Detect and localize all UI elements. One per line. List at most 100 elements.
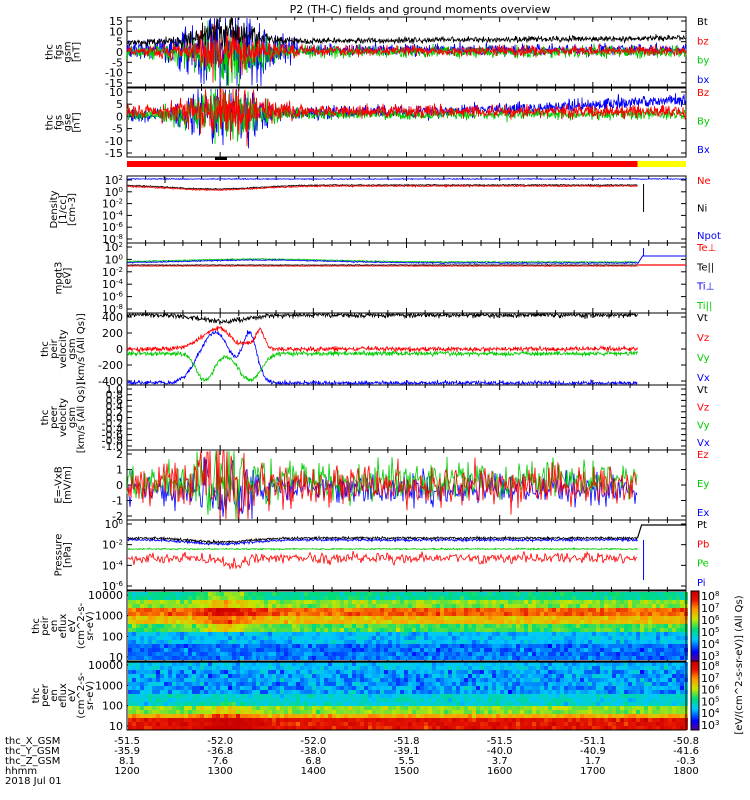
spectrogram-cell: [344, 722, 348, 726]
spectrogram-cell: [480, 640, 484, 644]
spectrogram-cell: [668, 600, 672, 604]
spectrogram-cell: [260, 694, 264, 698]
spectrogram-cell: [272, 678, 276, 682]
spectrogram-cell: [192, 702, 196, 706]
spectrogram-cell: [268, 632, 272, 636]
spectrogram-cell: [320, 608, 324, 612]
spectrogram-cell: [456, 690, 460, 694]
spectrogram-cell: [480, 726, 484, 730]
spectrogram-cell: [524, 682, 528, 686]
spectrogram-cell: [392, 636, 396, 640]
spectrogram-cell: [396, 608, 400, 612]
panel-frame: [126, 384, 687, 451]
spectrogram-cell: [676, 644, 680, 648]
legend-ey: Ey: [697, 479, 709, 490]
spectrogram-cell: [360, 714, 364, 718]
spectrogram-cell: [508, 678, 512, 682]
spectrogram-cell: [164, 600, 168, 604]
spectrogram-cell: [480, 652, 484, 656]
spectrogram-cell: [476, 636, 480, 640]
spectrogram-cell: [344, 628, 348, 632]
spectrogram-cell: [276, 656, 280, 660]
spectrogram-cell: [244, 628, 248, 632]
spectrogram-cell: [448, 718, 452, 722]
spectrogram-cell: [196, 714, 200, 718]
spectrogram-cell: [280, 702, 284, 706]
spectrogram-cell: [164, 596, 168, 600]
spectrogram-cell: [672, 632, 676, 636]
spectrogram-cell: [324, 652, 328, 656]
spectrogram-cell: [264, 682, 268, 686]
spectrogram-cell: [428, 640, 432, 644]
y-tick-label: 10-2: [102, 198, 123, 211]
spectrogram-cell: [576, 604, 580, 608]
spectrogram-cell: [164, 714, 168, 718]
y-tick-label: 10-8: [102, 303, 123, 316]
y-axis-label: (cm^2-s-: [76, 602, 87, 649]
spectrogram-cell: [396, 612, 400, 616]
spectrogram-cell: [496, 674, 500, 678]
spectrogram-cell: [220, 718, 224, 722]
spectrogram-cell: [476, 694, 480, 698]
spectrogram-cell: [272, 722, 276, 726]
spectrogram-cell: [572, 624, 576, 628]
spectrogram-cell: [216, 722, 220, 726]
spectrogram-cell: [192, 682, 196, 686]
y-axis-label: peir: [40, 615, 51, 635]
spectrogram-cell: [292, 678, 296, 682]
spectrogram-cell: [204, 600, 208, 604]
spectrogram-cell: [340, 604, 344, 608]
spectrogram-cell: [416, 670, 420, 674]
spectrogram-cell: [148, 666, 152, 670]
spectrogram-cell: [228, 608, 232, 612]
y-axis-label: peir: [49, 338, 60, 358]
spectrogram-cell: [388, 608, 392, 612]
spectrogram-cell: [352, 674, 356, 678]
spectrogram-cell: [388, 620, 392, 624]
spectrogram-cell: [436, 640, 440, 644]
spectrogram-cell: [532, 604, 536, 608]
spectrogram-cell: [324, 624, 328, 628]
spectrogram-cell: [220, 628, 224, 632]
spectrogram-cell: [548, 648, 552, 652]
spectrogram-cell: [236, 662, 240, 666]
spectrogram-cell: [580, 644, 584, 648]
spectrogram-cell: [516, 644, 520, 648]
spectrogram-cell: [420, 616, 424, 620]
spectrogram-cell: [216, 714, 220, 718]
spectrogram-cell: [636, 636, 640, 640]
spectrogram-cell: [400, 662, 404, 666]
spectrogram-cell: [360, 628, 364, 632]
spectrogram-cell: [144, 682, 148, 686]
spectrogram-cell: [676, 604, 680, 608]
spectrogram-cell: [296, 678, 300, 682]
spectrogram-cell: [616, 604, 620, 608]
spectrogram-cell: [648, 616, 652, 620]
spectrogram-cell: [332, 612, 336, 616]
spectrogram-cell: [224, 628, 228, 632]
y-tick-label: 10-8: [102, 233, 123, 246]
spectrogram-cell: [472, 702, 476, 706]
spectrogram-cell: [528, 636, 532, 640]
spectrogram-cell: [304, 702, 308, 706]
spectrogram-cell: [460, 648, 464, 652]
spectrogram-cell: [668, 640, 672, 644]
legend-bz: bz: [697, 36, 709, 47]
spectrogram-cell: [224, 722, 228, 726]
spectrogram-cell: [500, 644, 504, 648]
spectrogram-cell: [208, 670, 212, 674]
spectrogram-cell: [616, 592, 620, 596]
spectrogram-cell: [244, 662, 248, 666]
spectrogram-cell: [364, 612, 368, 616]
spectrogram-cell: [640, 608, 644, 612]
spectrogram-cell: [520, 656, 524, 660]
spectrogram-cell: [256, 686, 260, 690]
spectrogram-cell: [228, 652, 232, 656]
spectrogram-cell: [372, 600, 376, 604]
spectrogram-cell: [496, 694, 500, 698]
spectrogram-cell: [228, 722, 232, 726]
spectrogram-cell: [288, 686, 292, 690]
spectrogram-cell: [356, 694, 360, 698]
legend-ez: Ez: [697, 450, 709, 461]
spectrogram-cell: [324, 702, 328, 706]
